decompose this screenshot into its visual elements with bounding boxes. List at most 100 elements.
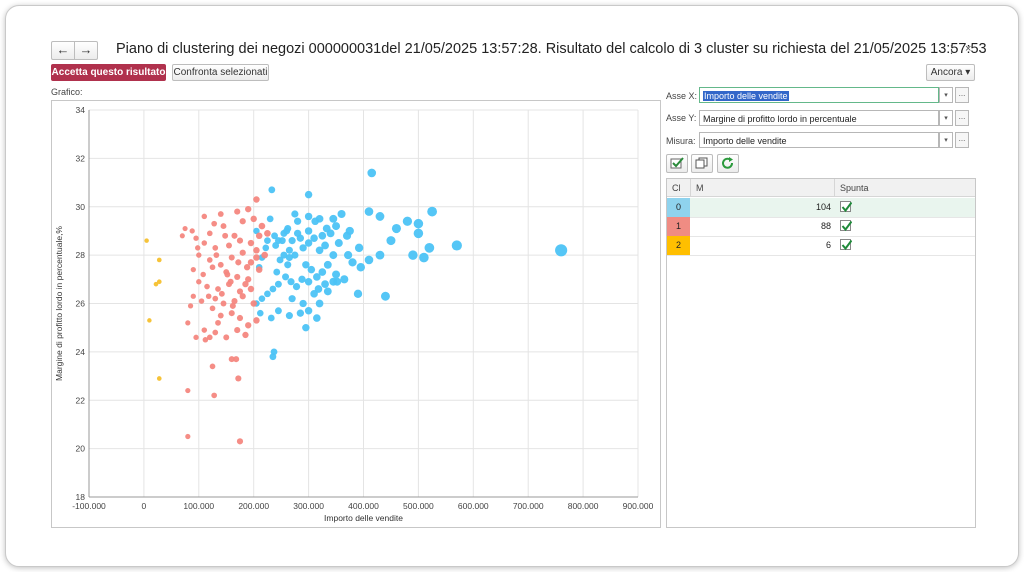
cluster-count: 6 bbox=[825, 240, 831, 250]
measure-more-button[interactable]: ... bbox=[955, 132, 969, 148]
data-point bbox=[235, 375, 242, 382]
data-point bbox=[153, 281, 159, 287]
data-point bbox=[354, 243, 364, 253]
data-point bbox=[239, 293, 246, 300]
table-row[interactable]: 2 6 bbox=[667, 236, 975, 256]
measure-dropdown-icon[interactable]: ▾ bbox=[939, 132, 953, 148]
data-point bbox=[287, 278, 295, 286]
data-point bbox=[285, 312, 293, 320]
data-point bbox=[304, 227, 313, 235]
data-point bbox=[212, 295, 219, 302]
data-point bbox=[195, 245, 201, 251]
data-point bbox=[236, 438, 244, 445]
data-point bbox=[375, 212, 385, 221]
data-point bbox=[299, 244, 307, 252]
back-button[interactable]: ← bbox=[51, 41, 75, 60]
cluster-count: 104 bbox=[815, 202, 831, 212]
data-point bbox=[302, 323, 310, 332]
accept-result-button[interactable]: Accetta questo risultato bbox=[51, 64, 166, 81]
copy-button[interactable] bbox=[691, 154, 713, 173]
cluster-checkbox[interactable] bbox=[840, 201, 852, 213]
column-check[interactable]: Spunta bbox=[835, 179, 975, 197]
check-all-button[interactable] bbox=[666, 154, 688, 173]
data-point bbox=[413, 228, 424, 239]
y-axis-more-button[interactable]: ... bbox=[955, 110, 969, 126]
data-point bbox=[264, 230, 271, 237]
x-axis-more-button[interactable]: ... bbox=[955, 87, 969, 103]
data-point bbox=[215, 286, 221, 292]
data-point bbox=[321, 241, 329, 250]
cluster-checkbox[interactable] bbox=[840, 239, 852, 251]
close-icon[interactable]: × bbox=[965, 43, 972, 55]
x-axis-value: Importo delle vendite bbox=[703, 91, 789, 101]
x-tick-label: 500.000 bbox=[403, 501, 434, 511]
data-point bbox=[185, 387, 191, 394]
data-point bbox=[250, 215, 257, 223]
x-axis-dropdown-icon[interactable]: ▾ bbox=[939, 87, 953, 103]
more-button[interactable]: Ancora ▾ bbox=[926, 64, 975, 81]
data-point bbox=[255, 266, 263, 273]
data-point bbox=[304, 190, 313, 199]
data-point bbox=[268, 186, 276, 194]
data-point bbox=[261, 251, 268, 259]
x-axis-select[interactable]: Importo delle vendite bbox=[699, 87, 939, 103]
data-point bbox=[239, 249, 246, 256]
data-point bbox=[234, 327, 241, 334]
x-tick-label: 600.000 bbox=[458, 501, 489, 511]
data-point bbox=[253, 254, 260, 261]
scatter-chart[interactable]: -100.000 0 100.000 200.000 300.000 400.000 500… bbox=[51, 100, 661, 528]
column-m[interactable]: M bbox=[691, 179, 835, 197]
menu-icon[interactable]: ⋮ bbox=[946, 44, 957, 56]
y-axis-dropdown-icon[interactable]: ▾ bbox=[939, 110, 953, 126]
data-point bbox=[245, 276, 252, 283]
data-point bbox=[253, 317, 260, 324]
data-point bbox=[555, 244, 568, 257]
checkmark-icon bbox=[841, 221, 852, 232]
data-point bbox=[315, 246, 324, 255]
data-point bbox=[206, 334, 213, 341]
data-point bbox=[304, 212, 313, 221]
table-row[interactable]: 1 88 bbox=[667, 217, 975, 237]
data-point bbox=[375, 250, 385, 260]
data-point bbox=[189, 228, 195, 234]
x-tick-label: 100.000 bbox=[183, 501, 214, 511]
check-all-icon bbox=[670, 157, 684, 169]
x-axis-title: Importo delle vendite bbox=[324, 513, 403, 523]
data-point bbox=[201, 327, 208, 333]
y-axis-select[interactable]: Margine di profitto lordo in percentuale bbox=[699, 110, 939, 126]
compare-selected-button[interactable]: Confronta selezionati bbox=[172, 64, 269, 81]
page-title: Piano di clustering dei negozi 000000031… bbox=[116, 41, 987, 57]
data-point bbox=[282, 273, 290, 281]
data-point bbox=[280, 251, 288, 259]
forward-button[interactable]: → bbox=[74, 41, 98, 60]
data-point bbox=[310, 234, 318, 242]
data-point bbox=[267, 314, 275, 322]
data-point bbox=[288, 295, 296, 303]
data-point bbox=[408, 250, 418, 260]
data-point bbox=[211, 392, 218, 399]
table-row[interactable]: 0 104 bbox=[667, 198, 975, 218]
cluster-id: 1 bbox=[667, 217, 690, 236]
measure-select[interactable]: Importo delle vendite bbox=[699, 132, 939, 148]
data-point bbox=[356, 262, 365, 272]
data-point bbox=[215, 319, 221, 326]
y-tick-label: 22 bbox=[76, 395, 86, 405]
data-point bbox=[344, 251, 353, 260]
cluster-id: 2 bbox=[667, 236, 690, 255]
cluster-checkbox[interactable] bbox=[840, 220, 852, 232]
data-point bbox=[299, 299, 307, 308]
data-point bbox=[235, 259, 242, 266]
data-point bbox=[424, 243, 435, 253]
data-point bbox=[243, 264, 251, 271]
data-point bbox=[348, 258, 357, 267]
column-cl[interactable]: Cl bbox=[667, 179, 691, 197]
data-point bbox=[419, 252, 429, 263]
data-point bbox=[364, 255, 374, 265]
data-point bbox=[144, 238, 149, 243]
data-point bbox=[285, 246, 293, 254]
data-point bbox=[427, 206, 438, 217]
chart-panel-label: Grafico: bbox=[51, 87, 83, 97]
data-point bbox=[334, 239, 343, 248]
refresh-button[interactable] bbox=[717, 154, 739, 173]
data-point bbox=[236, 237, 244, 244]
